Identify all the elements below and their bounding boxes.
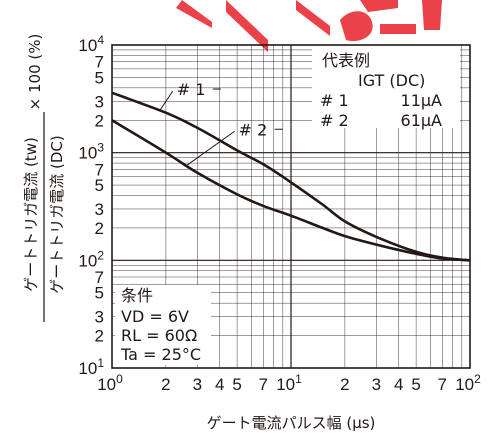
x-tick-label: 4 — [215, 375, 224, 394]
conditions-title: 条件 — [121, 286, 153, 305]
series-label: # 1 — [177, 80, 206, 99]
series-label: # 2 — [239, 120, 268, 139]
y-tick-label: 7 — [95, 160, 104, 179]
series-label-leader — [159, 90, 174, 111]
series-line-2 — [111, 119, 471, 262]
legend-box — [312, 46, 460, 128]
condition-item: VD = 6V — [121, 307, 189, 326]
y-tick-label: 5 — [95, 284, 104, 303]
watermark — [176, 0, 442, 52]
y-tick-label: 2 — [95, 111, 104, 130]
y-tick-label: 3 — [95, 92, 104, 111]
condition-item: Ta = 25°C — [120, 345, 201, 364]
y-tick-label: 101 — [78, 356, 104, 378]
axis-ticks: 100 2 3 4 5 7 101 2 3 4 5 7 102101235710223571032357… — [78, 33, 481, 394]
x-tick-label: 101 — [276, 372, 302, 394]
y-tick-label: 3 — [95, 308, 104, 327]
x-tick-label: 7 — [438, 375, 447, 394]
x-tick-label: 100 — [97, 372, 123, 394]
x-tick-label: 2 — [340, 375, 349, 394]
x-tick-label: 2 — [161, 375, 170, 394]
y-tick-label: 5 — [95, 68, 104, 87]
x-tick-label: 7 — [259, 375, 268, 394]
legend-row-name: # 1 — [320, 91, 349, 110]
x-tick-label: 3 — [372, 375, 381, 394]
conditions-box — [115, 285, 211, 365]
legend-header: IGT (DC) — [358, 71, 425, 90]
y-tick-label: 102 — [78, 248, 104, 270]
y-axis-label-numerator: ゲートトリガ電流 (tw) — [22, 137, 40, 292]
condition-item: RL = 60Ω — [121, 326, 197, 345]
y-tick-label: 104 — [78, 33, 104, 55]
x-tick-label: 4 — [394, 375, 403, 394]
x-tick-label: 102 — [455, 372, 481, 394]
legend-row-name: # 2 — [320, 111, 349, 130]
x-tick-label: 5 — [232, 375, 241, 394]
x-tick-label: 3 — [193, 375, 202, 394]
y-axis-label-denominator: ゲートトリガ電流 (DC) — [48, 135, 66, 294]
y-axis-label-factor: × 100 (%) — [26, 34, 44, 111]
y-tick-label: 103 — [78, 141, 104, 163]
y-tick-label: 2 — [95, 219, 104, 238]
series-line-1 — [111, 91, 471, 262]
y-tick-label: 2 — [95, 327, 104, 346]
y-tick-label: 3 — [95, 200, 104, 219]
y-tick-label: 5 — [95, 176, 104, 195]
series-lines — [111, 91, 471, 262]
legend-row-value: 61μA — [401, 111, 443, 130]
x-axis-label: ゲート電流パルス幅 (μs) — [207, 414, 376, 432]
plot-frame — [111, 44, 471, 369]
legend-row-value: 11μA — [401, 91, 443, 110]
legend-title: 代表例 — [322, 51, 370, 70]
y-axis-label: ゲートトリガ電流 (tw) ゲートトリガ電流 (DC) × 100 (%) — [22, 34, 66, 322]
y-tick-label: 7 — [95, 268, 104, 287]
x-tick-label: 5 — [411, 375, 420, 394]
y-tick-label: 7 — [95, 53, 104, 72]
series-label-leader — [185, 130, 235, 167]
